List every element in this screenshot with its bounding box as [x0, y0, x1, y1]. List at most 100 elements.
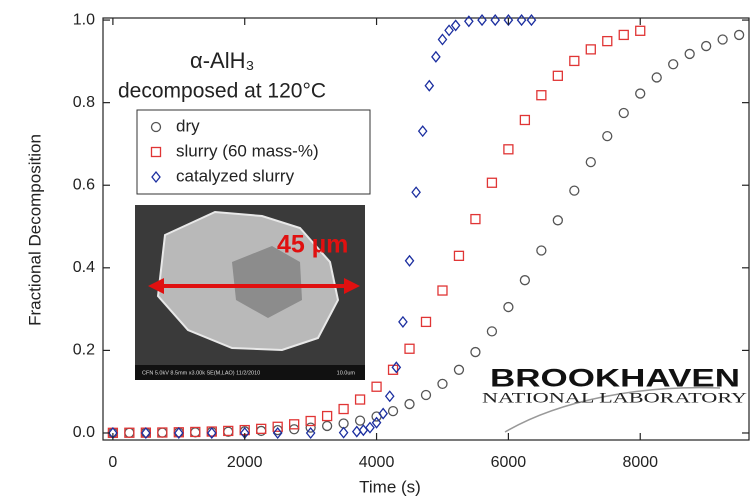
x-tick-label: 2000: [227, 454, 263, 471]
logo: BROOKHAVEN NATIONAL LABORATORY: [482, 365, 747, 433]
marker: [733, 29, 745, 41]
marker: [173, 426, 184, 440]
marker: [387, 405, 399, 417]
marker: [464, 15, 474, 28]
x-tick-label: 4000: [359, 454, 395, 471]
marker: [536, 90, 547, 101]
marker: [503, 14, 514, 27]
marker: [398, 315, 408, 328]
marker: [490, 14, 501, 27]
marker: [651, 72, 662, 83]
marker: [272, 421, 283, 432]
y-tick-label: 1.0: [73, 11, 95, 28]
marker: [223, 425, 234, 437]
marker: [519, 275, 531, 286]
x-tick-label: 8000: [622, 454, 658, 471]
marker: [569, 185, 580, 196]
marker: [486, 326, 498, 337]
y-axis-label: Fractional Decomposition: [25, 134, 44, 326]
marker: [717, 34, 728, 45]
marker: [486, 177, 498, 188]
marker: [585, 156, 596, 168]
y-tick-label: 0.2: [73, 342, 95, 359]
marker: [453, 364, 465, 375]
inset-label: 45 µm: [277, 231, 348, 259]
marker: [437, 285, 448, 296]
x-tick-label: 0: [108, 454, 117, 471]
marker: [305, 426, 316, 440]
marker: [618, 29, 629, 41]
marker: [371, 416, 382, 429]
marker: [124, 427, 135, 438]
y-tick-label: 0.4: [73, 259, 95, 276]
marker: [305, 415, 316, 427]
marker: [384, 390, 395, 403]
x-tick-label: 6000: [491, 454, 527, 471]
logo-swoosh: [504, 386, 721, 433]
legend-box: [136, 109, 371, 195]
inset-caption: CFN 5.0kV 8.5mm x3.00k SE(M,LAO) 11/2/20…: [142, 370, 260, 376]
marker: [411, 186, 421, 199]
marker: [503, 301, 514, 313]
marker: [602, 130, 613, 142]
marker: [150, 146, 162, 158]
marker: [321, 420, 333, 432]
marker: [141, 426, 151, 440]
marker: [552, 70, 563, 81]
marker: [635, 25, 646, 36]
legend-label: slurry (60 mass-%): [176, 141, 319, 160]
marker: [272, 426, 283, 440]
marker: [444, 24, 454, 37]
marker: [417, 125, 428, 138]
marker: [516, 14, 527, 27]
marker: [470, 346, 481, 358]
marker: [602, 35, 613, 47]
marker: [420, 316, 432, 328]
marker: [378, 407, 388, 420]
annotation: α-AlH₃: [190, 48, 254, 73]
marker: [437, 378, 448, 389]
y-tick-label: 0.6: [73, 176, 95, 193]
marker: [519, 114, 531, 126]
marker: [206, 426, 217, 440]
marker: [305, 422, 316, 433]
marker: [450, 19, 461, 32]
arrowhead: [148, 278, 164, 294]
marker: [404, 398, 415, 410]
marker: [371, 381, 382, 392]
marker: [424, 79, 435, 92]
marker: [289, 419, 300, 430]
marker: [404, 343, 415, 354]
particle-facet: [232, 246, 302, 318]
marker: [157, 427, 168, 438]
marker: [453, 250, 465, 261]
marker: [190, 426, 201, 438]
annotation: decomposed at 120°C: [118, 80, 326, 103]
marker: [354, 394, 366, 405]
marker: [668, 59, 679, 70]
legend-label: catalyzed slurry: [176, 166, 295, 185]
marker: [420, 389, 432, 401]
marker: [569, 55, 580, 67]
marker: [503, 144, 514, 155]
marker: [338, 403, 349, 415]
y-tick-label: 0.0: [73, 424, 95, 441]
marker: [431, 50, 441, 63]
logo-sub: NATIONAL LABORATORY: [482, 390, 747, 406]
inset-caption-bar: [135, 365, 365, 380]
marker: [536, 245, 547, 256]
y-tick-label: 0.8: [73, 94, 95, 111]
inset-image: CFN 5.0kV 8.5mm x3.00k SE(M,LAO) 11/2/20…: [135, 205, 365, 380]
marker: [404, 254, 415, 267]
marker: [470, 213, 481, 225]
marker: [701, 40, 712, 52]
marker: [354, 415, 366, 426]
legend-label: dry: [176, 116, 200, 135]
logo-name: BROOKHAVEN: [490, 365, 740, 393]
arrowhead: [344, 278, 360, 294]
marker: [635, 88, 646, 99]
marker: [321, 410, 333, 422]
marker: [150, 121, 162, 133]
marker: [684, 48, 695, 60]
